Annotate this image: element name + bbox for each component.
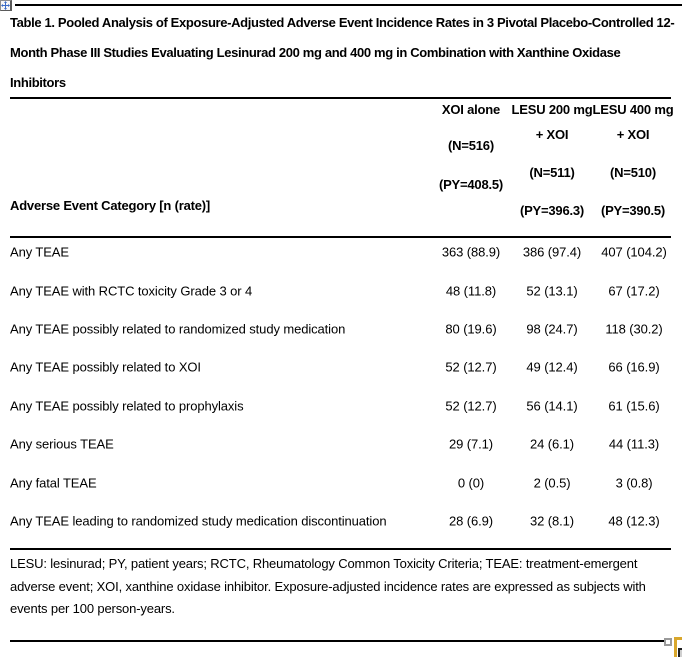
table-resize-handle-icon[interactable] bbox=[664, 638, 672, 646]
header-line: LESU 400 mg bbox=[592, 102, 674, 117]
table-row: Any TEAE with RCTC toxicity Grade 3 or 4… bbox=[0, 271, 682, 309]
title-line: Inhibitors bbox=[10, 75, 66, 90]
row-label: Any TEAE possibly related to randomized … bbox=[10, 321, 346, 337]
row-label: Any TEAE leading to randomized study med… bbox=[10, 513, 387, 529]
cell-value: 48 (12.3) bbox=[608, 513, 660, 529]
cell-value: 80 (19.6) bbox=[445, 321, 497, 337]
header-line: (PY=396.3) bbox=[519, 203, 585, 218]
cell-value: 32 (8.1) bbox=[529, 513, 574, 529]
stub-column-header: Adverse Event Category [n (rate)] bbox=[10, 198, 211, 213]
cell-value: 67 (17.2) bbox=[608, 283, 660, 299]
table-row: Any TEAE possibly related to prophylaxis… bbox=[0, 387, 682, 425]
rule-under-title bbox=[10, 97, 671, 99]
table-row: Any serious TEAE 29 (7.1) 24 (6.1) 44 (1… bbox=[0, 425, 682, 463]
cell-value: 52 (12.7) bbox=[445, 359, 497, 375]
row-label: Any TEAE possibly related to XOI bbox=[10, 359, 201, 375]
table-row: Any TEAE 363 (88.9) 386 (97.4) 407 (104.… bbox=[0, 233, 682, 271]
table-row: Any TEAE possibly related to randomized … bbox=[0, 310, 682, 348]
footnote-line: adverse event; XOI, xanthine oxidase inh… bbox=[10, 578, 646, 594]
top-border-rule bbox=[15, 4, 682, 6]
resize-cursor-icon bbox=[674, 637, 682, 640]
cell-value: 48 (11.8) bbox=[445, 283, 497, 299]
header-line: LESU 200 mg bbox=[511, 102, 593, 117]
header-line: (N=510) bbox=[610, 165, 656, 180]
cell-value: 66 (16.9) bbox=[608, 359, 660, 375]
row-label: Any TEAE with RCTC toxicity Grade 3 or 4 bbox=[10, 283, 253, 299]
footnote-line: LESU: lesinurad; PY, patient years; RCTC… bbox=[10, 556, 638, 571]
resize-cursor-icon bbox=[674, 637, 677, 657]
row-label: Any TEAE bbox=[10, 244, 69, 260]
cell-value: 363 (88.9) bbox=[441, 244, 501, 260]
header-line: + XOI bbox=[535, 127, 569, 142]
header-line: (PY=390.5) bbox=[600, 203, 666, 218]
column-header-xoi-alone: XOI alone (N=516) (PY=408.5) bbox=[421, 102, 521, 192]
header-line: (N=516) bbox=[448, 138, 494, 153]
table-row: Any TEAE possibly related to XOI 52 (12.… bbox=[0, 348, 682, 386]
title-line: Month Phase III Studies Evaluating Lesin… bbox=[10, 45, 621, 60]
row-label: Any fatal TEAE bbox=[10, 475, 97, 491]
row-label: Any TEAE possibly related to prophylaxis bbox=[10, 398, 244, 414]
cell-value: 386 (97.4) bbox=[522, 244, 582, 260]
four-way-arrow-icon bbox=[1, 1, 10, 10]
row-label: Any serious TEAE bbox=[10, 436, 114, 452]
cell-value: 407 (104.2) bbox=[601, 244, 667, 260]
footnote-line: events per 100 person-years. bbox=[10, 601, 175, 616]
table-title: Table 1. Pooled Analysis of Exposure-Adj… bbox=[10, 8, 678, 98]
cell-value: 28 (6.9) bbox=[448, 513, 493, 529]
cell-value: 0 (0) bbox=[457, 475, 485, 491]
bottom-border-rule bbox=[10, 640, 668, 642]
rule-above-footnote bbox=[10, 548, 671, 550]
cell-value: 61 (15.6) bbox=[608, 398, 660, 414]
cell-value: 52 (13.1) bbox=[526, 283, 578, 299]
column-header-lesu-200: LESU 200 mg + XOI (N=511) (PY=396.3) bbox=[502, 102, 602, 218]
cell-value: 56 (14.1) bbox=[526, 398, 578, 414]
cell-value: 24 (6.1) bbox=[529, 436, 574, 452]
table-move-handle-icon[interactable] bbox=[0, 0, 12, 11]
column-header-lesu-400: LESU 400 mg + XOI (N=510) (PY=390.5) bbox=[584, 102, 682, 218]
cell-value: 44 (11.3) bbox=[608, 436, 660, 452]
cell-value: 29 (7.1) bbox=[448, 436, 493, 452]
rule-under-header bbox=[10, 236, 671, 238]
header-line: (N=511) bbox=[529, 165, 575, 180]
header-line: + XOI bbox=[616, 127, 650, 142]
table-row: Any TEAE leading to randomized study med… bbox=[0, 502, 682, 540]
cell-value: 98 (24.7) bbox=[526, 321, 578, 337]
cell-value: 49 (12.4) bbox=[526, 359, 578, 375]
title-line: Table 1. Pooled Analysis of Exposure-Adj… bbox=[10, 15, 675, 30]
header-line: (PY=408.5) bbox=[438, 177, 504, 192]
cell-value: 3 (0.8) bbox=[615, 475, 653, 491]
header-line: XOI alone bbox=[441, 102, 501, 117]
table-body: Any TEAE 363 (88.9) 386 (97.4) 407 (104.… bbox=[0, 233, 682, 540]
cursor-corner-artifact bbox=[678, 648, 682, 657]
cell-value: 118 (30.2) bbox=[605, 321, 663, 337]
cell-value: 52 (12.7) bbox=[445, 398, 497, 414]
cell-value: 2 (0.5) bbox=[533, 475, 571, 491]
table-footnote: LESU: lesinurad; PY, patient years; RCTC… bbox=[10, 553, 678, 621]
table-row: Any fatal TEAE 0 (0) 2 (0.5) 3 (0.8) bbox=[0, 463, 682, 501]
